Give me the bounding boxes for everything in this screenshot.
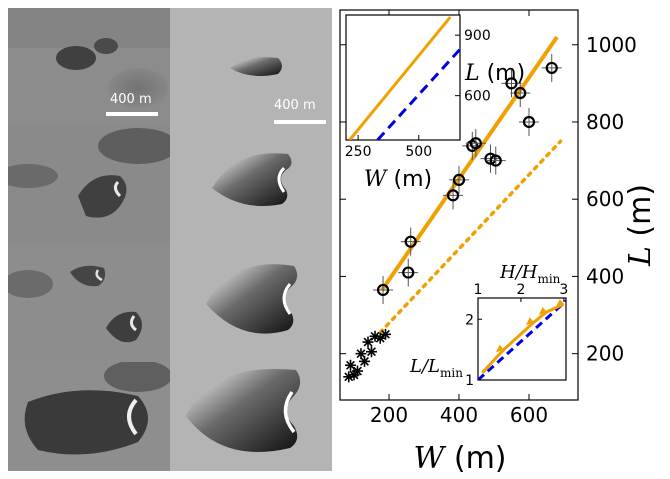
circle-marker bbox=[505, 77, 518, 90]
dune-render-3 bbox=[206, 264, 298, 334]
circle-marker bbox=[446, 189, 460, 202]
star-stroke bbox=[375, 333, 385, 343]
dune-render-4 bbox=[186, 368, 301, 452]
photo-panel-3 bbox=[8, 244, 170, 362]
star-marker bbox=[355, 348, 367, 360]
inset-bottom-arrowhead bbox=[525, 317, 534, 326]
scale-label-simulation: 400 m bbox=[274, 98, 316, 113]
inset-bottom-arrowhead bbox=[495, 344, 504, 353]
star-marker bbox=[362, 336, 374, 348]
scale-bar-simulation bbox=[274, 120, 326, 124]
simulation-column: 400 m bbox=[170, 8, 332, 471]
photo-panel-4 bbox=[8, 362, 170, 471]
star-stroke bbox=[367, 347, 376, 357]
star-stroke bbox=[363, 337, 373, 347]
inset-bottom-y-tick-label: 2 bbox=[465, 312, 474, 328]
inset-top-y-axis-label: L (m) bbox=[464, 61, 525, 86]
inset-top-y-tick-label: 600 bbox=[464, 89, 491, 105]
inset-bottom-y-axis-label: L/Lmin bbox=[409, 356, 463, 380]
inset-bottom-arrowhead bbox=[538, 306, 547, 315]
photo-panel-1: 400 m bbox=[8, 8, 170, 126]
main-y-tick-label: 400 bbox=[586, 264, 624, 288]
main-y-tick-label: 800 bbox=[586, 110, 624, 134]
photo-panel-2 bbox=[8, 126, 170, 244]
inset-top-x-tick-label: 250 bbox=[345, 144, 372, 160]
star-stroke bbox=[360, 356, 369, 366]
scale-label-photo: 400 m bbox=[110, 92, 152, 107]
star-stroke bbox=[356, 349, 366, 359]
circle-marker bbox=[545, 61, 558, 75]
star-marker bbox=[380, 328, 391, 340]
photo-panel-3-image bbox=[8, 244, 170, 362]
scale-bar-photo bbox=[106, 112, 158, 116]
star-marker bbox=[352, 365, 363, 377]
circle-marker bbox=[522, 115, 536, 129]
star-marker bbox=[369, 330, 381, 342]
circle-marker bbox=[514, 86, 527, 100]
inset-top-y-tick-label: 900 bbox=[464, 28, 491, 44]
main-y-tick-label: 200 bbox=[586, 342, 624, 366]
circle-marker bbox=[489, 154, 502, 167]
dune-render-2 bbox=[212, 153, 292, 206]
star-marker bbox=[345, 359, 356, 371]
star-stroke bbox=[370, 331, 380, 341]
star-stroke bbox=[353, 366, 362, 376]
inset-bottom-dashed-line bbox=[478, 299, 566, 380]
inset-bottom-x-axis-label: H/Hmin bbox=[499, 262, 561, 286]
photo-panel-4-image bbox=[8, 362, 170, 471]
inset-bottom-x-tick-label: 1 bbox=[474, 282, 483, 298]
main-x-tick-label: 400 bbox=[440, 403, 478, 427]
circle-marker bbox=[376, 283, 390, 297]
circle-marker bbox=[452, 173, 466, 187]
main-x-tick-label: 600 bbox=[510, 403, 548, 427]
inset-bottom-arrowhead bbox=[555, 299, 564, 308]
circle-marker bbox=[404, 235, 417, 248]
circle-marker bbox=[402, 266, 415, 279]
photo-panel-1-image bbox=[8, 8, 170, 126]
simulation-renders bbox=[186, 57, 301, 452]
star-stroke bbox=[381, 329, 390, 339]
inset-bottom-x-tick-label: 2 bbox=[516, 282, 525, 298]
inset-bottom-x-tick-label: 3 bbox=[559, 282, 568, 298]
main-x-tick-label: 200 bbox=[370, 403, 408, 427]
main-x-axis-label: W (m) bbox=[413, 441, 506, 476]
main-dotted-line bbox=[378, 139, 563, 335]
star-stroke bbox=[346, 360, 355, 370]
main-y-axis-label: L (m) bbox=[623, 184, 658, 267]
inset-top-x-axis-label: W (m) bbox=[364, 167, 432, 192]
inset-top-dashed-line bbox=[376, 48, 460, 140]
inset-bottom-y-tick-label: 1 bbox=[465, 373, 474, 389]
star-marker bbox=[366, 346, 377, 358]
circle-marker bbox=[469, 137, 482, 150]
main-y-tick-label: 1000 bbox=[586, 33, 637, 57]
main-y-tick-label: 600 bbox=[586, 187, 624, 211]
star-marker bbox=[359, 355, 370, 367]
inset-top-solid-line bbox=[348, 16, 452, 140]
photo-panel-2-image bbox=[8, 126, 170, 244]
photo-column: 400 m bbox=[8, 8, 170, 471]
inset-top-x-tick-label: 500 bbox=[405, 144, 432, 160]
dune-render-1 bbox=[230, 57, 282, 76]
